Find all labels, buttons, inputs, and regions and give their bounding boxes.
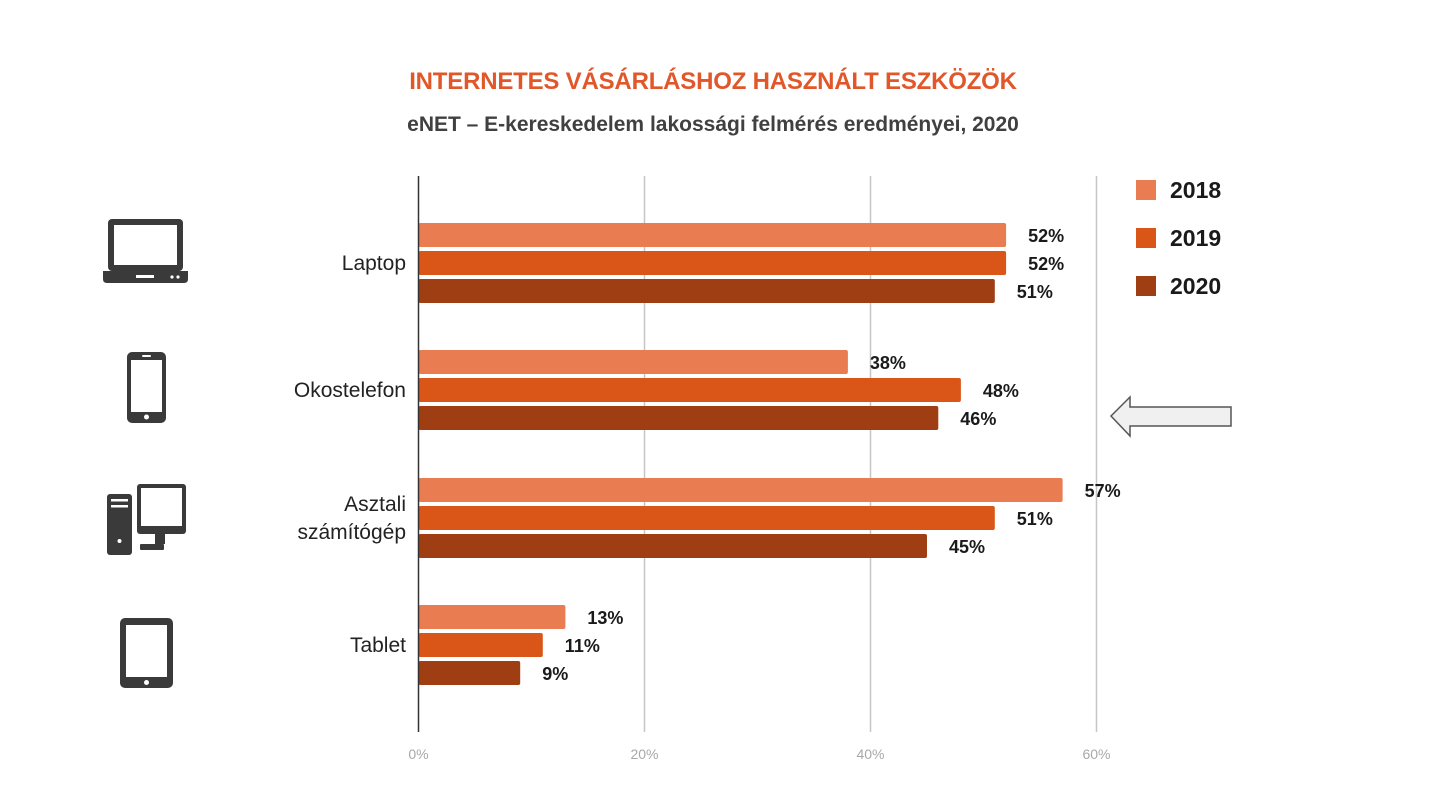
bar-2020-1 [418,406,939,430]
category-label: számítógép [297,521,406,544]
value-label: 52% [1028,226,1064,246]
device-icons [103,219,188,688]
bar-2019-1 [418,378,961,402]
value-label: 9% [542,664,568,684]
category-label: Okostelefon [294,379,406,402]
category-label: Tablet [350,634,406,657]
legend-label: 2019 [1170,225,1221,251]
x-tick-label: 0% [408,746,428,762]
value-label: 51% [1017,282,1053,302]
value-label: 57% [1085,481,1121,501]
value-label: 51% [1017,509,1053,529]
chart-title: INTERNETES VÁSÁRLÁSHOZ HASZNÁLT ESZKÖZÖK [409,68,1017,95]
legend-swatch-2020 [1136,276,1156,296]
value-label: 46% [960,409,996,429]
bars [418,223,1063,685]
x-tick-label: 20% [630,746,658,762]
bar-2018-2 [418,478,1063,502]
bar-2018-0 [418,223,1007,247]
smartphone-icon [127,352,166,423]
value-label: 13% [587,608,623,628]
value-label: 11% [565,636,600,656]
tablet-icon [120,618,173,688]
legend-swatch-2018 [1136,180,1156,200]
laptop-icon [103,219,188,283]
value-label: 38% [870,353,906,373]
bar-2020-2 [418,534,927,558]
bar-2018-1 [418,350,848,374]
left-arrow-icon [1109,395,1232,438]
value-label: 48% [983,381,1019,401]
bar-2018-3 [418,605,566,629]
legend-label: 2020 [1170,273,1221,299]
value-label: 45% [949,537,985,557]
value-label: 52% [1028,254,1064,274]
bar-2019-2 [418,506,995,530]
bar-2019-3 [418,633,543,657]
legend-swatch-2019 [1136,228,1156,248]
bar-2019-0 [418,251,1007,275]
category-label: Asztali [344,493,406,516]
category-labels: Laptop Okostelefon Asztali számítógép Tablet [294,252,406,657]
chart-subtitle: eNET – E-kereskedelem lakossági felmérés… [407,113,1019,136]
desktop-computer-icon [107,484,186,555]
legend: 2018 2019 2020 [1136,177,1221,299]
x-tick-label: 60% [1082,746,1110,762]
bar-2020-0 [418,279,995,303]
x-axis-tick-labels: 0% 20% 40% 60% [408,746,1110,762]
x-tick-label: 40% [856,746,884,762]
category-label: Laptop [342,252,406,275]
value-labels: 52% 38% 57% 13% 52% 48% 51% 11% 51% 46% 45% 9% [542,226,1120,684]
bar-2020-3 [418,661,521,685]
legend-label: 2018 [1170,177,1221,203]
